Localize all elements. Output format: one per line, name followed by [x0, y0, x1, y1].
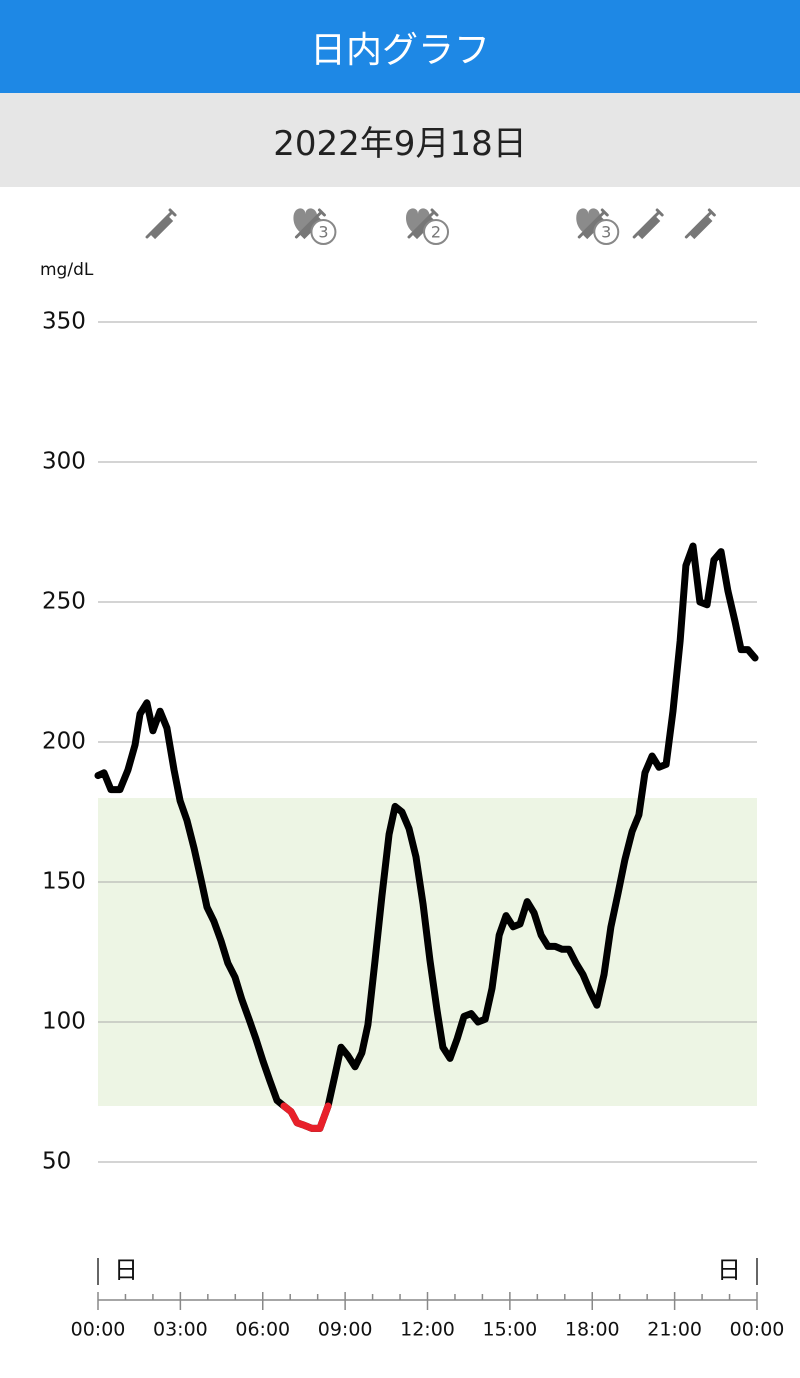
x-tick-label: 06:00 [235, 1319, 290, 1341]
day-label: 日 [717, 1256, 741, 1284]
event-icon [684, 208, 716, 240]
app-header: 日内グラフ [0, 0, 800, 93]
syringe [632, 208, 664, 240]
x-tick-label: 12:00 [400, 1319, 455, 1341]
y-tick-label: 250 [42, 589, 86, 615]
y-tick-label: 350 [42, 309, 86, 335]
date-bar[interactable]: 2022年9月18日 [0, 93, 800, 187]
badge-circle [310, 219, 337, 245]
badge-circle [593, 219, 620, 245]
glucose-line [94, 542, 759, 1132]
x-tick-label: 09:00 [318, 1319, 373, 1341]
event-icon [632, 208, 664, 240]
badge-text: 3 [601, 223, 611, 242]
day-label: 日 [114, 1256, 138, 1284]
event-icon: 3 [293, 208, 337, 245]
x-tick-label: 18:00 [565, 1319, 620, 1341]
badge-circle [423, 219, 450, 245]
x-tick-label: 21:00 [647, 1319, 702, 1341]
x-tick-label: 03:00 [153, 1319, 208, 1341]
y-tick-label: 200 [42, 729, 86, 755]
y-axis-unit: mg/dL [40, 260, 94, 280]
event-icon [145, 208, 177, 240]
y-tick-label: 50 [42, 1149, 71, 1175]
x-tick-label: 00:00 [71, 1319, 126, 1341]
event-icon: 3 [576, 208, 620, 245]
x-tick-label: 00:00 [730, 1319, 785, 1341]
badge-text: 2 [431, 223, 441, 242]
syringe [684, 208, 716, 240]
y-tick-label: 300 [42, 449, 86, 475]
syringe [145, 208, 177, 240]
y-tick-label: 150 [42, 869, 86, 895]
y-tick-label: 100 [42, 1009, 86, 1035]
badge-text: 3 [318, 223, 328, 242]
x-tick-label: 15:00 [482, 1319, 537, 1341]
low-line [280, 1102, 332, 1132]
event-icon: 2 [406, 208, 450, 245]
